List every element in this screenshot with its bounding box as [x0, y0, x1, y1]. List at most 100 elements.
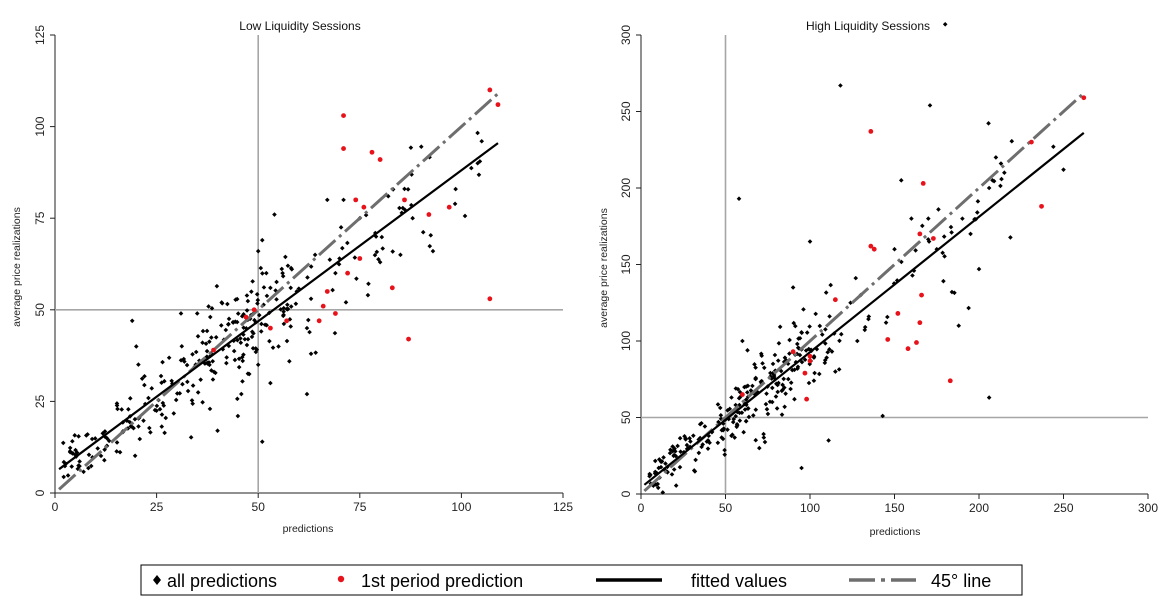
scatter-point — [452, 201, 458, 207]
scatter-point — [1002, 170, 1007, 175]
scatter-point — [327, 257, 333, 262]
scatter-point — [307, 329, 312, 335]
scatter-point — [663, 461, 668, 466]
scatter-point — [219, 300, 225, 306]
x-tick-label: 300 — [1138, 501, 1158, 515]
scatter-series-all-predictions — [60, 130, 485, 480]
scatter-point — [252, 317, 257, 323]
scatter-point — [245, 336, 251, 342]
scatter-point — [790, 285, 796, 290]
scatter-point — [735, 386, 741, 392]
scatter-point — [975, 199, 981, 204]
scatter-point — [255, 362, 261, 368]
scatter-point — [673, 453, 679, 459]
scatter-point — [400, 205, 406, 211]
scatter-point — [655, 485, 661, 491]
scatter-point — [244, 308, 250, 313]
scatter-point — [77, 459, 82, 464]
scatter-point — [920, 223, 925, 229]
scatter-point — [799, 330, 805, 336]
scatter-point — [204, 348, 210, 354]
scatter-point — [399, 210, 405, 216]
scatter-point — [786, 376, 791, 382]
y-tick-label: 250 — [619, 101, 633, 121]
scatter-point — [788, 386, 793, 392]
scatter-point — [745, 347, 750, 353]
scatter-point — [259, 321, 264, 327]
scatter-point — [92, 436, 98, 441]
scatter-point — [244, 342, 250, 348]
scatter-point — [188, 435, 194, 440]
scatter-point — [741, 429, 746, 435]
chart-panel-high-liquidity: High Liquidity Sessions predictions aver… — [598, 19, 1158, 538]
scatter-point — [986, 121, 991, 126]
scatter-point — [141, 418, 146, 423]
scatter-point — [773, 394, 779, 399]
scatter-point — [308, 264, 314, 269]
scatter-point — [149, 386, 155, 391]
scatter-point — [402, 186, 407, 192]
scatter-point — [198, 377, 203, 382]
scatter-point — [124, 418, 130, 423]
legend-box — [140, 564, 1023, 596]
scatter-point-first-period — [804, 396, 810, 402]
scatter-point — [69, 464, 75, 469]
scatter-point-first-period — [324, 289, 330, 294]
scatter-point — [952, 290, 957, 296]
scatter-point — [179, 344, 185, 349]
scatter-point — [194, 311, 200, 316]
scatter-point — [721, 426, 727, 431]
x-tick-label: 125 — [553, 500, 573, 514]
scatter-point — [296, 286, 302, 291]
scatter-point — [949, 289, 955, 295]
scatter-point — [462, 213, 468, 219]
scatter-point — [825, 349, 831, 355]
scatter-point — [743, 397, 749, 402]
scatter-point — [209, 306, 215, 311]
scatter-point — [707, 440, 712, 446]
scatter-point — [193, 349, 199, 355]
legend-item-first-period: 1st period prediction — [337, 571, 523, 591]
scatter-point — [324, 197, 330, 203]
scatter-point — [823, 327, 828, 332]
scatter-point — [799, 359, 805, 365]
scatter-point — [231, 348, 237, 354]
scatter-point — [779, 388, 785, 394]
scatter-point — [819, 332, 825, 337]
chart-panel-low-liquidity: Low Liquidity Sessions predictions avera… — [11, 19, 573, 535]
scatter-point — [293, 301, 299, 307]
scatter-point — [240, 379, 245, 384]
scatter-point — [420, 229, 426, 235]
scatter-point-first-period — [740, 392, 745, 397]
scatter-point-first-period — [402, 197, 407, 203]
dot-marker-icon — [337, 575, 345, 583]
scatter-point — [171, 411, 177, 416]
scatter-point — [340, 245, 345, 251]
scatter-point — [223, 327, 229, 333]
scatter-point — [281, 312, 286, 318]
scatter-point — [990, 178, 995, 183]
scatter-point — [745, 406, 751, 411]
scatter-point — [677, 435, 683, 441]
scatter-point — [258, 265, 264, 271]
scatter-point — [114, 449, 119, 454]
scatter-point — [475, 160, 480, 166]
scatter-point — [824, 355, 829, 360]
scatter-point — [241, 311, 246, 317]
scatter-point — [828, 282, 833, 288]
scatter-point — [242, 336, 248, 342]
scatter-point — [761, 431, 766, 437]
x-axis-label: predictions — [870, 526, 921, 538]
x-tick-label: 100 — [800, 501, 820, 515]
scatter-point — [827, 314, 832, 319]
scatter-point — [885, 314, 890, 320]
y-tick-label: 0 — [33, 489, 47, 496]
scatter-point — [106, 438, 112, 444]
scatter-point — [363, 212, 369, 218]
scatter-point — [255, 297, 261, 303]
scatter-point — [236, 356, 242, 362]
scatter-point — [251, 331, 256, 336]
scatter-point — [279, 266, 285, 272]
scatter-point — [427, 243, 433, 249]
scatter-point — [817, 323, 823, 329]
